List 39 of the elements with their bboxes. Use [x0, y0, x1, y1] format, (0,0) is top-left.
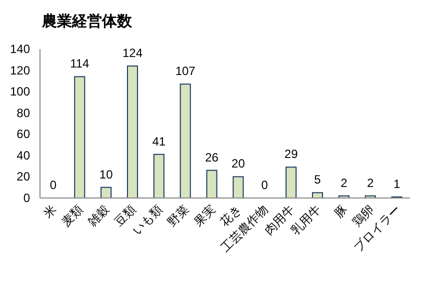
data-label: 5 — [314, 172, 322, 187]
x-tick-label: 麦類 — [58, 202, 86, 230]
data-label: 20 — [232, 156, 246, 171]
bar — [74, 76, 86, 198]
y-tick-label: 100 — [10, 84, 30, 99]
bar — [232, 176, 244, 198]
data-label: 124 — [122, 46, 143, 60]
bar — [153, 154, 164, 198]
y-tick-label: 0 — [23, 191, 30, 205]
y-tick-label: 20 — [16, 170, 30, 184]
data-label: 107 — [175, 64, 196, 78]
data-label: 0 — [261, 178, 268, 192]
x-tick-label: 雑穀 — [85, 202, 112, 230]
data-label: 41 — [152, 134, 166, 148]
bar — [206, 170, 218, 198]
bar — [100, 186, 112, 198]
y-tick-label: 40 — [16, 148, 30, 162]
x-tick-label: 鶏卵 — [350, 202, 376, 230]
data-label: 10 — [99, 167, 114, 182]
chart-title: 農業経営体数 — [41, 13, 133, 30]
x-tick-label: 野菜 — [164, 202, 192, 230]
bar — [126, 66, 138, 198]
data-label: 26 — [205, 150, 219, 164]
data-label: 2 — [367, 176, 374, 190]
data-label: 2 — [340, 176, 348, 190]
x-tick-label: 果実 — [191, 202, 218, 230]
y-tick-label: 120 — [10, 63, 30, 78]
y-tick-label: 60 — [16, 127, 30, 142]
data-label: 114 — [70, 56, 90, 71]
y-tick-label: 80 — [16, 106, 30, 120]
data-label: 0 — [50, 178, 57, 192]
bar — [286, 166, 297, 198]
y-tick-label: 140 — [10, 42, 30, 56]
bar — [180, 84, 191, 198]
x-tick-label: 豚 — [332, 202, 350, 221]
data-label: 1 — [393, 176, 400, 191]
x-tick-label: 豆類 — [112, 202, 139, 230]
data-label: 29 — [284, 147, 298, 162]
x-tick-label: 米 — [40, 202, 60, 221]
